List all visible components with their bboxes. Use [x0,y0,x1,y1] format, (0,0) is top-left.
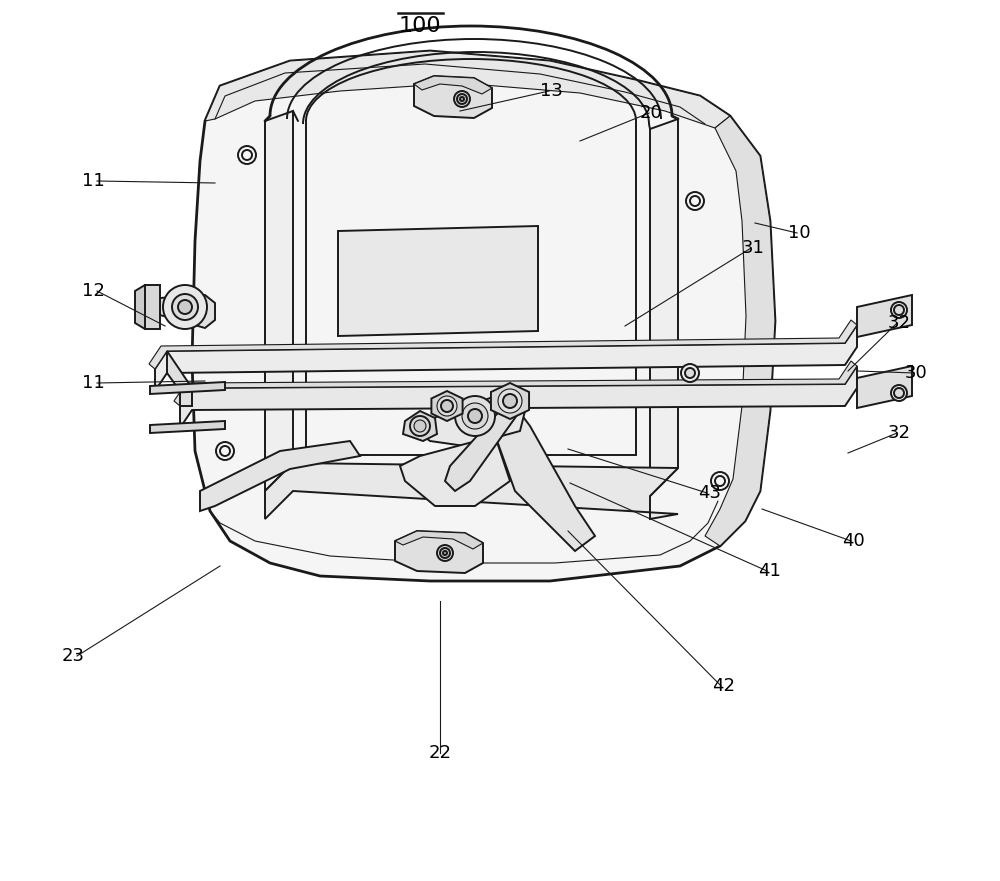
Polygon shape [414,76,492,118]
Circle shape [441,400,453,412]
Polygon shape [705,116,775,546]
Circle shape [894,305,904,315]
Polygon shape [205,51,730,128]
Text: 41: 41 [758,562,781,580]
Circle shape [468,409,482,423]
Circle shape [891,385,907,401]
Polygon shape [160,295,215,328]
Polygon shape [192,51,775,581]
Circle shape [715,476,725,486]
Polygon shape [150,421,225,433]
Circle shape [410,416,430,436]
Polygon shape [417,391,525,446]
Polygon shape [174,361,857,406]
Text: 100: 100 [399,16,441,36]
Circle shape [242,150,252,160]
Text: 43: 43 [698,484,721,502]
Circle shape [455,396,495,436]
Polygon shape [265,463,678,519]
Circle shape [443,551,447,555]
Polygon shape [857,295,912,337]
Polygon shape [338,226,538,336]
Polygon shape [403,411,437,441]
Text: 40: 40 [842,532,865,550]
Text: 32: 32 [888,314,911,332]
Circle shape [178,300,192,314]
Circle shape [440,548,450,558]
Circle shape [172,294,198,320]
Circle shape [437,396,457,416]
Text: 30: 30 [905,364,928,382]
Text: 23: 23 [62,647,85,665]
Polygon shape [145,285,160,329]
Circle shape [685,368,695,378]
Polygon shape [650,119,678,496]
Polygon shape [167,351,192,406]
Circle shape [220,446,230,456]
Circle shape [891,302,907,318]
Text: 11: 11 [82,374,105,392]
Text: 22: 22 [428,744,452,762]
Text: 31: 31 [742,239,765,257]
Circle shape [503,394,517,408]
Circle shape [163,285,207,329]
Circle shape [894,388,904,398]
Polygon shape [857,366,912,408]
Text: 11: 11 [82,172,105,190]
Polygon shape [180,366,857,428]
Polygon shape [155,325,857,391]
Polygon shape [445,396,520,491]
Polygon shape [431,391,463,421]
Circle shape [437,545,453,561]
Circle shape [711,472,729,490]
Circle shape [216,442,234,460]
Text: 12: 12 [82,282,105,300]
Text: 32: 32 [888,424,911,442]
Circle shape [460,97,464,101]
Polygon shape [491,383,529,419]
Text: 20: 20 [640,104,663,122]
Polygon shape [265,111,293,491]
Polygon shape [395,531,483,549]
Polygon shape [414,76,492,94]
Circle shape [414,420,426,432]
Polygon shape [149,320,857,369]
Circle shape [454,91,470,107]
Circle shape [238,146,256,164]
Polygon shape [490,406,595,551]
Polygon shape [395,531,483,573]
Circle shape [686,192,704,210]
Text: 10: 10 [788,224,811,242]
Circle shape [403,354,417,368]
Circle shape [406,357,414,365]
Circle shape [462,403,488,429]
Polygon shape [400,436,510,506]
Circle shape [681,364,699,382]
Circle shape [690,196,700,206]
Text: 42: 42 [712,677,735,695]
Polygon shape [135,285,145,329]
Circle shape [498,389,522,413]
Polygon shape [150,382,225,394]
Polygon shape [200,441,360,511]
Text: 13: 13 [540,82,563,100]
Circle shape [457,94,467,104]
